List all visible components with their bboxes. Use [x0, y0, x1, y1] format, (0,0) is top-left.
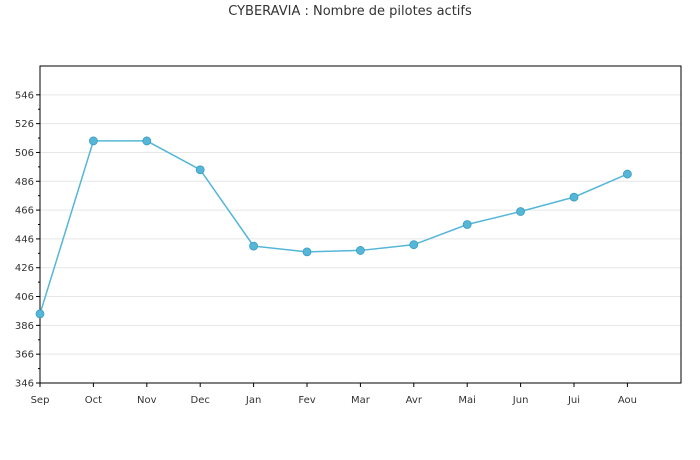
data-point — [249, 241, 259, 251]
data-point — [462, 220, 472, 229]
plot-area — [39, 65, 682, 384]
x-axis: Sep Oct Nov Dec Jan Fev Mar Avr Mai Jun Jui Aou — [31, 383, 637, 406]
y-tick-label: 506 — [15, 148, 34, 159]
x-tick-label: Mai — [458, 395, 476, 406]
x-tick-label: Dec — [191, 395, 210, 406]
y-tick-label: 466 — [15, 206, 34, 217]
y-tick-label: 526 — [15, 119, 34, 130]
x-tick-label: Mar — [351, 395, 371, 406]
data-point — [516, 207, 525, 216]
x-tick-label: Jan — [245, 395, 261, 406]
data-point — [89, 136, 98, 146]
x-tick-label: Jun — [512, 395, 529, 406]
data-point — [569, 192, 579, 202]
x-tick-label: Jui — [567, 395, 580, 406]
x-tick-label: Nov — [137, 395, 157, 406]
data-point — [35, 309, 45, 319]
y-tick-label: 346 — [15, 379, 34, 390]
y-tick-label: 386 — [15, 321, 34, 332]
grid-lines — [40, 94, 681, 355]
y-tick-label: 546 — [15, 90, 34, 101]
y-tick-label: 446 — [15, 234, 34, 245]
data-point — [355, 246, 365, 255]
y-axis: 346 366 386 406 426 446 466 486 506 526 546 — [15, 90, 40, 390]
chart-title: CYBERAVIA : Nombre de pilotes actifs — [228, 4, 472, 19]
x-tick-label: Aou — [618, 395, 637, 406]
data-point — [142, 136, 152, 146]
data-point — [623, 169, 632, 179]
x-tick-label: Sep — [31, 395, 50, 406]
data-point — [302, 247, 312, 257]
x-tick-label: Oct — [85, 395, 102, 406]
y-tick-label: 426 — [15, 263, 34, 274]
data-point — [409, 240, 419, 250]
series-markers — [35, 136, 632, 319]
y-tick-label: 406 — [15, 292, 34, 303]
x-tick-label: Fev — [298, 395, 315, 406]
y-tick-label: 366 — [15, 350, 34, 361]
y-tick-label: 486 — [15, 177, 34, 188]
data-point — [195, 165, 205, 175]
x-tick-label: Avr — [406, 395, 423, 406]
series-line — [39, 140, 628, 315]
